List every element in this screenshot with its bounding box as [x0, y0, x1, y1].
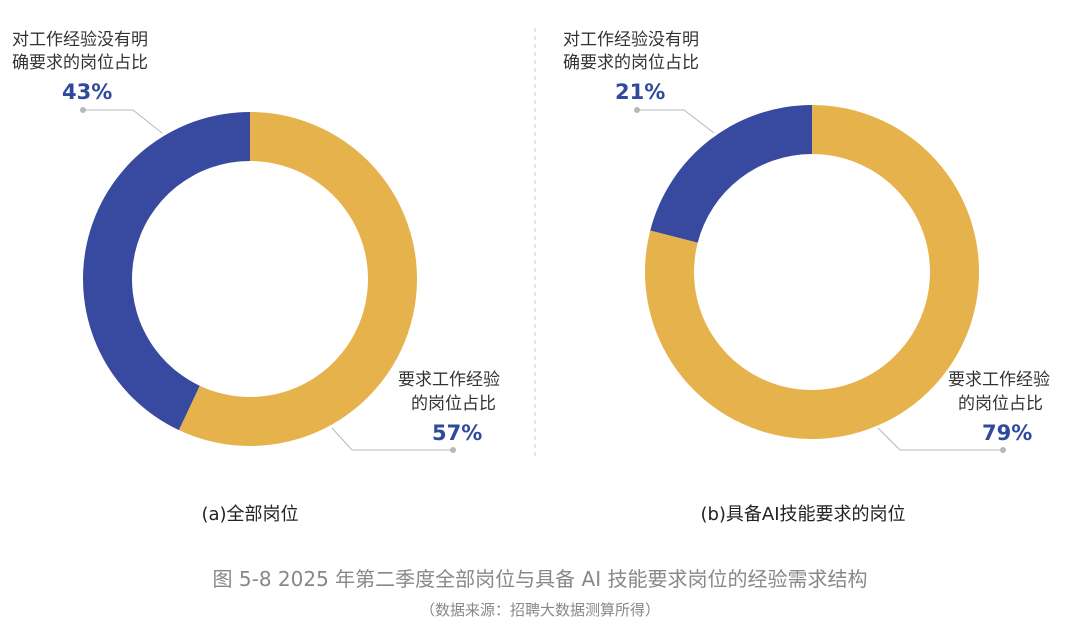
donut-slices	[645, 104, 980, 439]
donut-chart-all-positions: 对工作经验没有明 确要求的岗位占比 43% 要求工作经验 的岗位占比 57% (…	[12, 30, 500, 525]
percent-requires-experience: 57%	[432, 421, 482, 445]
leader-dot-no-requirement	[634, 107, 640, 113]
slice-requires-experience	[178, 112, 417, 446]
leader-line-requires-experience	[331, 427, 453, 451]
percent-no-requirement: 21%	[615, 80, 665, 104]
label-requires-experience-line1: 要求工作经验	[948, 370, 1050, 390]
leader-line-no-requirement	[83, 109, 163, 134]
leader-line-requires-experience	[877, 427, 1003, 451]
percent-no-requirement: 43%	[62, 80, 112, 104]
label-requires-experience-line2: 的岗位占比	[411, 394, 496, 414]
label-requires-experience-line2: 的岗位占比	[958, 394, 1043, 414]
figure-title: 图 5-8 2025 年第二季度全部岗位与具备 AI 技能要求岗位的经验需求结构	[213, 567, 868, 591]
chart-caption-a: (a)全部岗位	[201, 504, 298, 525]
label-no-requirement-line1: 对工作经验没有明	[12, 30, 148, 50]
figure-source: （数据来源：招聘大数据测算所得）	[420, 601, 660, 619]
leader-line-no-requirement	[637, 109, 715, 134]
donut-chart-ai-positions: 对工作经验没有明 确要求的岗位占比 21% 要求工作经验 的岗位占比 79% (…	[563, 30, 1050, 525]
label-no-requirement-line2: 确要求的岗位占比	[12, 53, 148, 73]
chart-caption-b: (b)具备AI技能要求的岗位	[700, 504, 905, 525]
donut-slices	[82, 112, 417, 446]
label-no-requirement-line1: 对工作经验没有明	[563, 30, 699, 50]
slice-requires-experience	[645, 105, 980, 439]
label-no-requirement-line2: 确要求的岗位占比	[563, 53, 699, 73]
label-requires-experience-line1: 要求工作经验	[398, 370, 500, 390]
slice-no-requirement	[82, 112, 250, 431]
leader-dot-requires-experience	[450, 447, 456, 453]
percent-requires-experience: 79%	[982, 421, 1032, 445]
slice-no-requirement	[650, 104, 812, 243]
leader-dot-requires-experience	[1000, 447, 1006, 453]
leader-dot-no-requirement	[80, 107, 86, 113]
